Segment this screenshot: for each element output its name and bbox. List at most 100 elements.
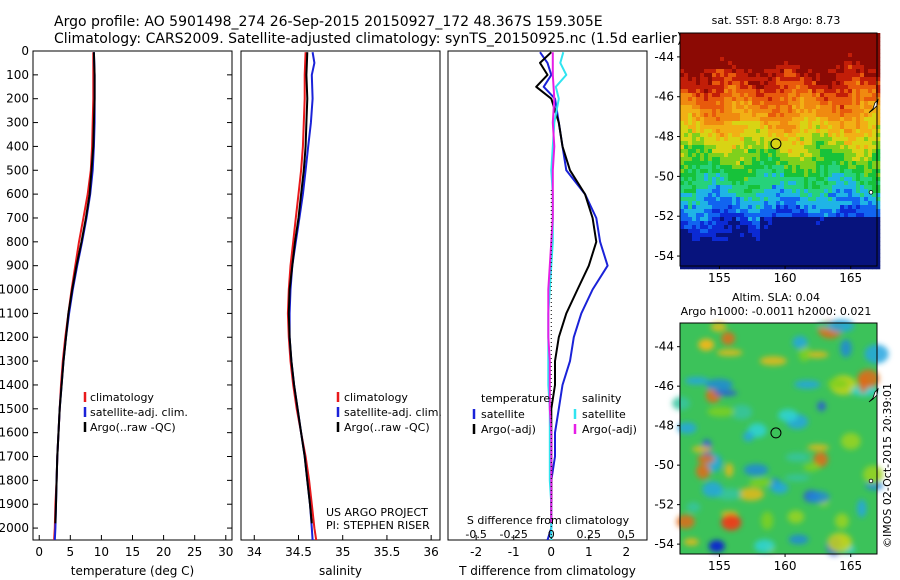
y-tick-label: 1100 bbox=[0, 306, 29, 320]
legend-item: Argo(..raw -QC) bbox=[90, 421, 176, 434]
legend-item-salinity: satellite bbox=[582, 408, 626, 421]
legend-item: Argo(..raw -QC) bbox=[344, 421, 430, 434]
top-tick-label: 0.25 bbox=[577, 528, 602, 541]
x-axis-label: salinity bbox=[319, 564, 362, 578]
pi-credit: PI: STEPHEN RISER bbox=[326, 519, 430, 532]
x-tick-label: -2 bbox=[470, 545, 482, 559]
top-tick-label: -0.25 bbox=[499, 528, 527, 541]
salinity-profile-panel: 34 34.5 35 35.5 36 salinity climatology satelli… bbox=[240, 50, 442, 578]
lat-tick-label: -46 bbox=[654, 379, 674, 393]
legend-item: climatology bbox=[90, 391, 154, 404]
map-frame bbox=[679, 32, 878, 267]
sst-map-panel: sat. SST: 8.8 Argo: 8.73 -44 -46 -48 -50 -52… bbox=[654, 14, 881, 285]
series-group bbox=[286, 52, 318, 540]
lon-tick-label: 165 bbox=[839, 271, 862, 285]
series-line-argo-adj- bbox=[547, 52, 556, 524]
y-tick-label: 300 bbox=[6, 116, 29, 130]
island-marker bbox=[868, 190, 874, 195]
y-tick-label: 1500 bbox=[0, 402, 29, 416]
legend-title-salinity: salinity bbox=[582, 392, 622, 405]
sst-map-title: sat. SST: 8.8 Argo: 8.73 bbox=[712, 14, 841, 27]
series-line-satellite bbox=[547, 51, 568, 540]
y-tick-label: 100 bbox=[6, 68, 29, 82]
y-tick-label: 1300 bbox=[0, 354, 29, 368]
lon-tick-label: 165 bbox=[839, 559, 862, 573]
y-tick-label: 1200 bbox=[0, 330, 29, 344]
lat-tick-label: -52 bbox=[654, 498, 674, 512]
x-tick-label: 25 bbox=[187, 545, 202, 559]
top-tick-label: -0.5 bbox=[465, 528, 486, 541]
header-line-1: Argo profile: AO 5901498_274 26-Sep-2015… bbox=[54, 14, 603, 30]
x-tick-label: 1 bbox=[585, 545, 593, 559]
project-credit: US ARGO PROJECT bbox=[326, 506, 428, 519]
y-tick-label: 0 bbox=[21, 44, 29, 58]
series-line-satellite-adj-clim- bbox=[288, 52, 316, 540]
x-tick-label: 0 bbox=[35, 545, 43, 559]
x-tick-label: 15 bbox=[125, 545, 140, 559]
legend-item: satellite-adj. clim. bbox=[90, 406, 188, 419]
series-line-argo-raw-qc- bbox=[54, 52, 96, 524]
lat-tick-label: -46 bbox=[654, 90, 674, 104]
temperature-profile-panel: 0 5 10 15 20 25 300100200300400500600700800900… bbox=[0, 44, 233, 578]
x-tick-label: 20 bbox=[156, 545, 171, 559]
lat-tick-label: -54 bbox=[654, 249, 674, 263]
series-line-argo-raw-qc- bbox=[287, 52, 313, 524]
y-tick-label: 1600 bbox=[0, 426, 29, 440]
series-line-satellite-adj-clim- bbox=[53, 52, 96, 540]
top-tick-label: 0 bbox=[548, 528, 555, 541]
coastline bbox=[868, 98, 879, 113]
y-tick-label: 1800 bbox=[0, 473, 29, 487]
lat-tick-label: -50 bbox=[654, 169, 674, 183]
y-tick-label: 900 bbox=[6, 259, 29, 273]
lat-tick-label: -48 bbox=[654, 419, 674, 433]
x-tick-label: 5 bbox=[66, 545, 74, 559]
lat-tick-label: -44 bbox=[654, 50, 674, 64]
sla-field bbox=[672, 319, 889, 556]
lon-tick-label: 155 bbox=[708, 271, 731, 285]
x-tick-label: 34.5 bbox=[285, 545, 312, 559]
x-tick-label: 10 bbox=[94, 545, 109, 559]
y-tick-label: 1900 bbox=[0, 497, 29, 511]
y-tick-label: 1700 bbox=[0, 450, 29, 464]
legend-title-temperature: temperature bbox=[481, 392, 550, 405]
map-frame bbox=[679, 322, 878, 555]
y-tick-label: 1000 bbox=[0, 283, 29, 297]
sst-field bbox=[680, 33, 881, 270]
x-tick-label: 34 bbox=[247, 545, 262, 559]
y-tick-label: 200 bbox=[6, 92, 29, 106]
island-marker bbox=[868, 478, 874, 484]
y-tick-label: 500 bbox=[6, 163, 29, 177]
argo-float-marker bbox=[770, 138, 782, 150]
difference-profile-panel: -2 -1 0 1 2 T difference from climatology S di… bbox=[447, 50, 648, 578]
argo-float-marker bbox=[770, 427, 782, 439]
y-tick-label: 1400 bbox=[0, 378, 29, 392]
lon-tick-label: 155 bbox=[708, 559, 731, 573]
x-tick-label: 2 bbox=[623, 545, 631, 559]
x-tick-label: 36 bbox=[424, 545, 439, 559]
series-line-argo-adj- bbox=[535, 51, 598, 524]
lat-tick-label: -52 bbox=[654, 209, 674, 223]
lat-tick-label: -50 bbox=[654, 458, 674, 472]
lat-tick-label: -54 bbox=[654, 537, 674, 551]
coastline bbox=[868, 387, 879, 403]
x-tick-label: 35.5 bbox=[374, 545, 401, 559]
header-line-2: Climatology: CARS2009. Satellite-adjuste… bbox=[54, 31, 682, 47]
x-tick-label: 35 bbox=[335, 545, 350, 559]
lon-tick-label: 160 bbox=[774, 559, 797, 573]
series-line-climatology bbox=[286, 52, 318, 540]
sla-map-subtitle: Argo h1000: -0.0011 h2000: 0.021 bbox=[681, 305, 872, 318]
x-tick-label: 30 bbox=[218, 545, 233, 559]
legend-item-salinity: Argo(-adj) bbox=[582, 423, 637, 436]
x-tick-label: -1 bbox=[508, 545, 520, 559]
series-group bbox=[53, 52, 96, 540]
y-tick-label: 700 bbox=[6, 211, 29, 225]
legend-item: climatology bbox=[344, 391, 408, 404]
legend-item-temperature: Argo(-adj) bbox=[481, 423, 536, 436]
lat-tick-label: -48 bbox=[654, 130, 674, 144]
series-line-climatology bbox=[53, 52, 95, 540]
legend-item-temperature: satellite bbox=[481, 408, 525, 421]
x-axis-label: temperature (deg C) bbox=[71, 564, 194, 578]
y-tick-label: 400 bbox=[6, 139, 29, 153]
sla-map-panel: Altim. SLA: 0.04 Argo h1000: -0.0011 h20… bbox=[654, 291, 889, 573]
